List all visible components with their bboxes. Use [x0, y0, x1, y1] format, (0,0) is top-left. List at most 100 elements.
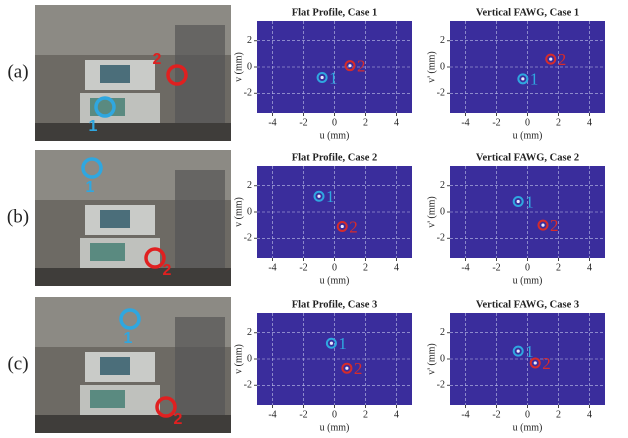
point-core [341, 225, 344, 228]
x-tick-label: 4 [394, 117, 399, 128]
point-core [321, 76, 324, 79]
point-label: 2 [550, 216, 559, 235]
x-tick-label: 4 [587, 117, 592, 128]
chart-title: Flat Profile, Case 3 [292, 299, 378, 310]
x-tick-label: -2 [299, 262, 307, 273]
photo-table [35, 415, 231, 433]
x-tick-label: -2 [492, 262, 500, 273]
x-tick-label: -2 [299, 117, 307, 128]
point-label: 1 [525, 342, 534, 361]
row-label: (b) [7, 206, 29, 227]
y-tick-label: 0 [247, 206, 252, 217]
photo-rack [175, 170, 225, 280]
point-core [521, 77, 524, 80]
photo-marker-label: 1 [86, 179, 95, 196]
point-core [549, 58, 552, 61]
point-core [534, 361, 537, 364]
photo-marker-label: 1 [89, 118, 98, 135]
x-tick-label: -2 [492, 409, 500, 420]
photo: 12 [35, 150, 231, 286]
y-tick-label: -2 [244, 380, 252, 391]
photo-marker-label: 2 [163, 262, 172, 279]
y-tick-label: 0 [247, 61, 252, 72]
x-tick-label: -4 [268, 409, 276, 420]
x-tick-label: 0 [525, 262, 530, 273]
x-tick-label: 0 [332, 262, 337, 273]
x-axis-label: u (mm) [513, 130, 543, 141]
x-axis-label: u (mm) [320, 422, 350, 433]
y-tick-label: 0 [440, 61, 445, 72]
x-tick-label: 0 [332, 409, 337, 420]
point-core [330, 342, 333, 345]
y-tick-label: 0 [440, 206, 445, 217]
x-tick-label: 2 [363, 262, 368, 273]
x-tick-label: -4 [268, 262, 276, 273]
x-tick-label: 0 [525, 117, 530, 128]
chart-title: Vertical FAWG, Case 2 [476, 152, 579, 163]
point-core [541, 224, 544, 227]
y-tick-label: -2 [437, 380, 445, 391]
point-label: 2 [354, 359, 363, 378]
x-tick-label: 4 [587, 262, 592, 273]
y-tick-label: 2 [247, 327, 252, 338]
x-tick-label: -2 [299, 409, 307, 420]
x-tick-label: -2 [492, 117, 500, 128]
chart-title: Flat Profile, Case 1 [292, 7, 378, 18]
chart-title: Flat Profile, Case 2 [292, 152, 378, 163]
x-tick-label: 4 [394, 262, 399, 273]
photo-rack [175, 317, 225, 427]
point-core [517, 350, 520, 353]
x-axis-label: u (mm) [320, 130, 350, 141]
point-label: 1 [338, 334, 347, 353]
y-axis-label: v' (mm) [426, 196, 437, 228]
point-label: 2 [349, 217, 358, 236]
y-axis-label: v' (mm) [426, 343, 437, 375]
x-tick-label: 0 [525, 409, 530, 420]
y-tick-label: 2 [440, 35, 445, 46]
y-tick-label: 0 [247, 353, 252, 364]
figure: (a)12(b)12(c)12Flat Profile, Case 1-4-20… [0, 0, 628, 438]
photo-screen [100, 65, 130, 83]
point-label: 2 [558, 50, 567, 69]
x-tick-label: -4 [268, 117, 276, 128]
row-label: (a) [7, 61, 28, 82]
point-core [517, 200, 520, 203]
x-tick-label: 2 [363, 117, 368, 128]
point-label: 1 [329, 68, 338, 87]
y-tick-label: 2 [440, 180, 445, 191]
point-label: 1 [326, 187, 335, 206]
x-tick-label: -4 [461, 117, 469, 128]
photo-screen [90, 243, 125, 261]
y-axis-label: v (mm) [233, 344, 244, 374]
photo-table [35, 123, 231, 141]
photo: 12 [35, 5, 231, 141]
x-tick-label: -4 [461, 409, 469, 420]
x-tick-label: 2 [363, 409, 368, 420]
x-tick-label: 2 [556, 117, 561, 128]
y-axis-label: v (mm) [233, 52, 244, 82]
photo-marker-label: 2 [174, 411, 183, 428]
y-tick-label: -2 [437, 88, 445, 99]
point-label: 1 [525, 192, 534, 211]
photo-screen [90, 390, 125, 408]
x-tick-label: 2 [556, 409, 561, 420]
x-tick-label: 0 [332, 117, 337, 128]
y-tick-label: 2 [247, 35, 252, 46]
row-label: (c) [7, 353, 28, 374]
y-tick-label: 2 [440, 327, 445, 338]
photo-marker-label: 2 [153, 51, 162, 68]
point-core [345, 367, 348, 370]
chart-title: Vertical FAWG, Case 1 [476, 7, 579, 18]
point-core [317, 195, 320, 198]
y-tick-label: 2 [247, 180, 252, 191]
y-axis-label: v (mm) [233, 197, 244, 227]
x-axis-label: u (mm) [513, 422, 543, 433]
photo: 12 [35, 297, 231, 433]
x-tick-label: 2 [556, 262, 561, 273]
photo-screen [100, 210, 130, 228]
photo-screen [100, 357, 130, 375]
point-label: 1 [530, 70, 539, 89]
point-label: 2 [357, 57, 366, 76]
photo-marker-label: 1 [124, 330, 133, 347]
y-tick-label: -2 [437, 233, 445, 244]
